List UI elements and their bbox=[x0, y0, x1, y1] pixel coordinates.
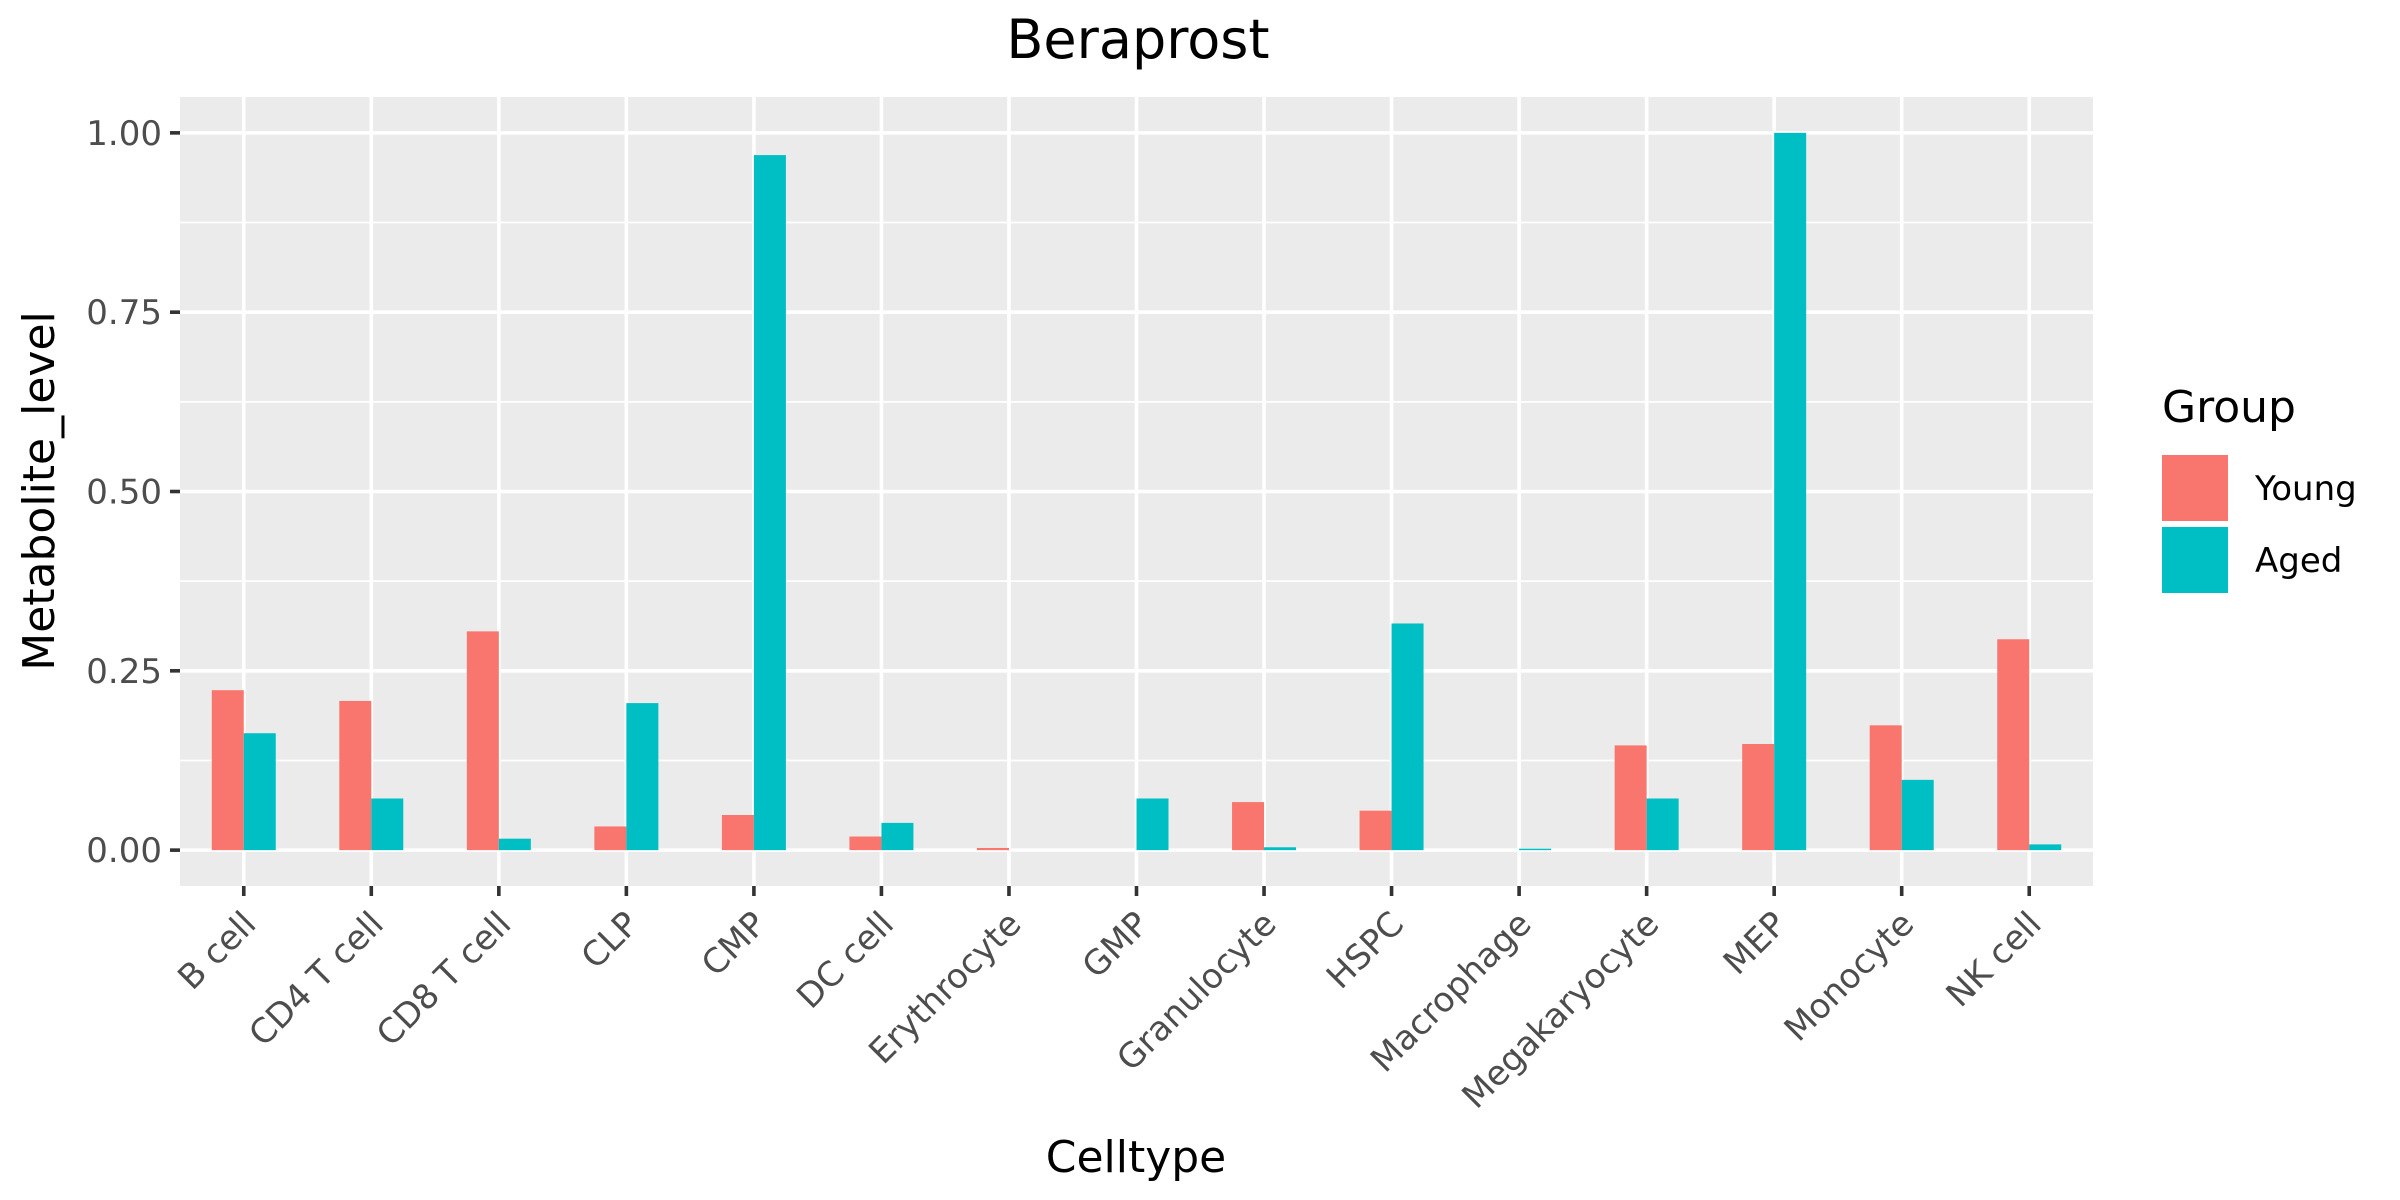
legend-key-young bbox=[2162, 455, 2228, 521]
y-axis: 0.00 0.25 0.50 0.75 1.00 bbox=[86, 114, 180, 871]
y-tick-label: 1.00 bbox=[86, 114, 162, 154]
y-tick-label: 0.75 bbox=[86, 293, 162, 333]
bar-young-b-cell bbox=[211, 690, 244, 851]
y-tick-label: 0.25 bbox=[86, 652, 162, 692]
x-tick-label: CD8 T cell bbox=[369, 904, 519, 1054]
x-tick-label: B cell bbox=[170, 904, 264, 998]
bar-young-dc-cell bbox=[849, 836, 882, 851]
legend-label-aged: Aged bbox=[2255, 541, 2342, 581]
y-axis-title: Metabolite_level bbox=[14, 311, 65, 671]
legend-key-aged bbox=[2162, 527, 2228, 593]
bar-young-granulocyte bbox=[1232, 802, 1265, 851]
bar-aged-hspc bbox=[1391, 623, 1424, 851]
bar-aged-clp bbox=[626, 703, 659, 851]
bar-young-cd4-t-cell bbox=[339, 700, 372, 851]
bar-aged-mep bbox=[1774, 132, 1807, 851]
x-tick-label: CMP bbox=[694, 904, 774, 984]
bar-aged-gmp bbox=[1136, 798, 1169, 851]
chart-title: Beraprost bbox=[1006, 8, 1269, 71]
legend: Group Young Aged bbox=[2162, 382, 2357, 593]
x-tick-label: CD4 T cell bbox=[241, 904, 391, 1054]
bar-young-cmp bbox=[721, 814, 754, 851]
x-axis-title: Celltype bbox=[1046, 1132, 1227, 1183]
bar-young-mep bbox=[1742, 743, 1775, 851]
legend-title: Group bbox=[2162, 382, 2296, 433]
bar-aged-granulocyte bbox=[1264, 847, 1297, 851]
x-tick-label: NK cell bbox=[1939, 904, 2050, 1015]
x-tick-label: CLP bbox=[574, 904, 647, 977]
bar-aged-b-cell bbox=[243, 733, 276, 851]
legend-label-young: Young bbox=[2254, 469, 2357, 509]
bar-aged-dc-cell bbox=[881, 822, 914, 851]
bar-aged-macrophage bbox=[1519, 848, 1552, 851]
bar-young-erythrocyte bbox=[976, 847, 1009, 851]
x-tick-label: MEP bbox=[1716, 904, 1795, 983]
bar-young-clp bbox=[594, 826, 627, 851]
x-tick-label: Monocyte bbox=[1777, 904, 1922, 1049]
bar-aged-monocyte bbox=[1901, 779, 1934, 851]
bar-young-monocyte bbox=[1869, 725, 1902, 851]
bar-young-nk-cell bbox=[1997, 639, 2030, 851]
x-tick-label: HSPC bbox=[1319, 904, 1412, 997]
y-tick-label: 0.00 bbox=[86, 831, 162, 871]
bar-aged-cmp bbox=[753, 155, 786, 851]
x-tick-label: DC cell bbox=[789, 904, 902, 1017]
bar-young-megakaryocyte bbox=[1614, 745, 1647, 851]
bar-aged-cd4-t-cell bbox=[371, 798, 404, 851]
y-tick-label: 0.50 bbox=[86, 473, 162, 513]
x-tick-label: GMP bbox=[1075, 904, 1157, 986]
bar-young-hspc bbox=[1359, 810, 1392, 851]
bar-aged-cd8-t-cell bbox=[498, 838, 531, 851]
bars bbox=[211, 132, 2062, 851]
bar-aged-megakaryocyte bbox=[1646, 798, 1679, 851]
bar-young-cd8-t-cell bbox=[466, 631, 499, 851]
bar-aged-nk-cell bbox=[2029, 844, 2062, 851]
